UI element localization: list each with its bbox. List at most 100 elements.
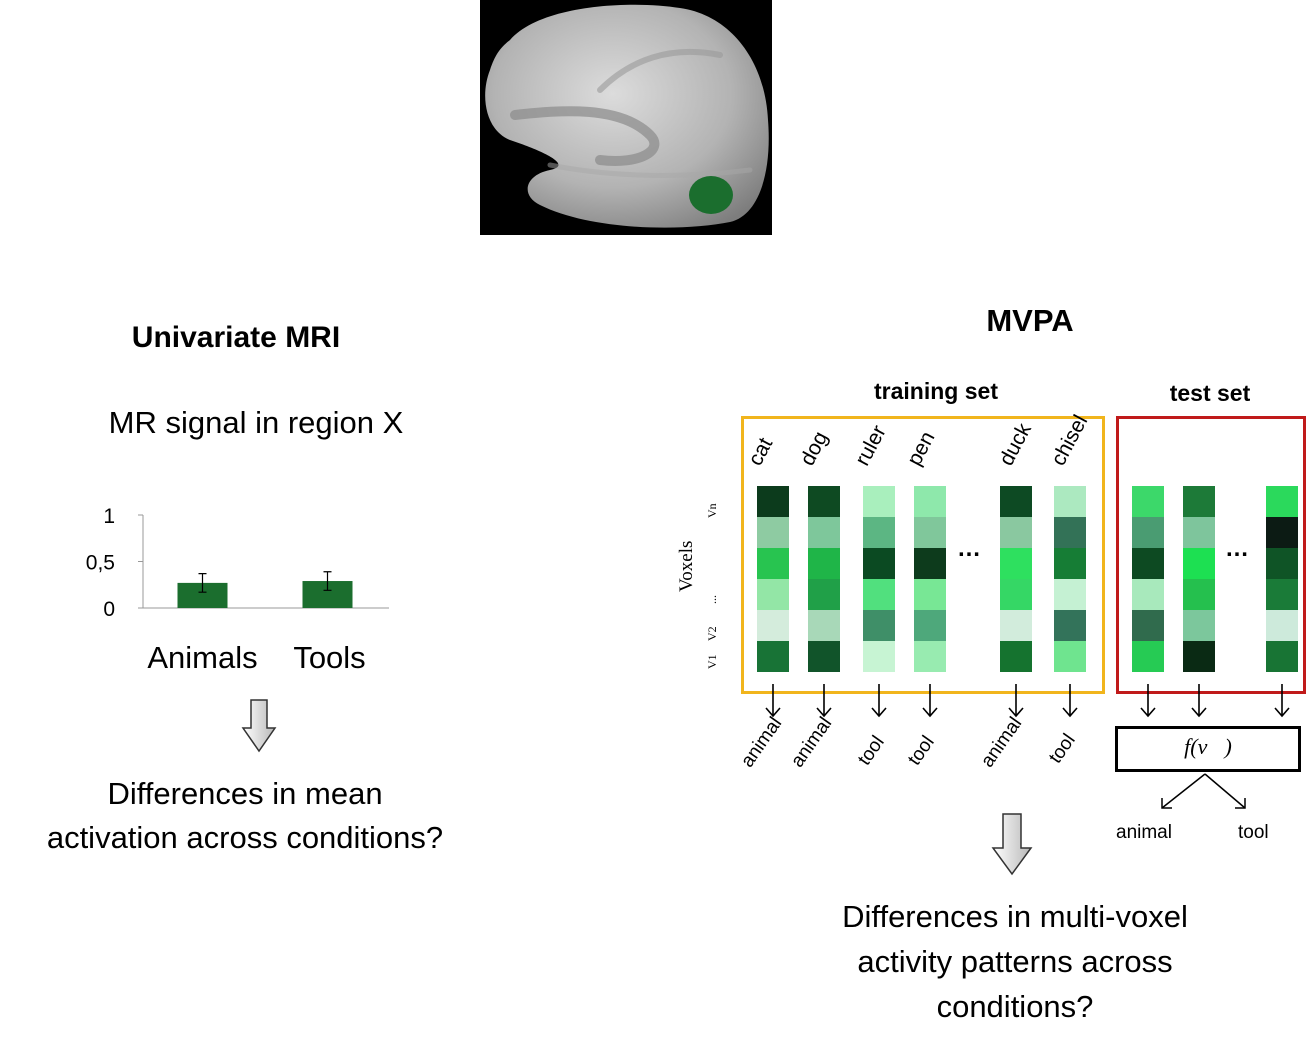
training-voxel-cell	[863, 579, 895, 610]
training-voxel-cell	[808, 610, 840, 641]
training-voxel-cell	[1000, 517, 1032, 548]
training-voxel-cell	[808, 517, 840, 548]
training-voxel-cell	[914, 548, 946, 579]
down-arrow-icon	[1191, 684, 1207, 718]
region-x-highlight	[689, 176, 733, 214]
y-tick-label: 1	[103, 505, 115, 528]
training-voxel-cell	[1000, 548, 1032, 579]
classifier-function-label: f(v⃗)	[1184, 734, 1232, 759]
down-arrow-icon	[1062, 684, 1078, 718]
training-voxel-cell	[863, 610, 895, 641]
training-voxel-cell	[808, 548, 840, 579]
y-tick-label: 0,5	[86, 552, 115, 575]
training-voxel-cell	[1054, 517, 1086, 548]
mvpa-question-line: activity patterns across	[857, 944, 1173, 979]
univariate-question-line: activation across conditions?	[46, 820, 444, 855]
mvpa-question: Differences in multi-voxel activity patt…	[760, 894, 1270, 1029]
training-voxel-cell	[1000, 579, 1032, 610]
training-voxel-cell	[863, 548, 895, 579]
training-voxel-cell	[1000, 486, 1032, 517]
training-voxel-cell	[1054, 486, 1086, 517]
error-bar	[198, 572, 207, 593]
training-voxel-cell	[863, 517, 895, 548]
brain-image	[480, 0, 772, 235]
down-arrow-icon	[241, 699, 277, 753]
univariate-title: Univariate MRI	[131, 321, 341, 354]
train-output-label: tool	[1044, 730, 1080, 768]
test-voxel-cell	[1132, 641, 1164, 672]
training-voxel-cell	[808, 579, 840, 610]
univariate-question: Differences in mean activation across co…	[0, 772, 490, 860]
voxel-label-v2: V2	[705, 626, 719, 641]
down-arrow-icon	[765, 684, 781, 718]
down-arrow-icon	[1140, 684, 1156, 718]
test-voxel-cell	[1266, 548, 1298, 579]
training-voxel-cell	[808, 641, 840, 672]
training-voxel-cell	[863, 641, 895, 672]
test-voxel-cell	[1266, 610, 1298, 641]
test-voxel-cell	[1266, 641, 1298, 672]
test-voxel-cell	[1132, 517, 1164, 548]
training-voxel-cell	[863, 486, 895, 517]
test-voxel-cell	[1132, 579, 1164, 610]
training-voxel-cell	[757, 548, 789, 579]
test-set-box	[1116, 416, 1306, 694]
train-output-label: tool	[853, 732, 889, 770]
training-voxel-cell	[757, 579, 789, 610]
test-voxel-cell	[1183, 548, 1215, 579]
voxel-pattern-grid	[757, 486, 1298, 718]
training-voxel-cell	[1000, 641, 1032, 672]
univariate-subtitle: MR signal in region X	[108, 405, 404, 440]
training-voxel-cell	[1054, 579, 1086, 610]
test-voxel-cell	[1183, 641, 1215, 672]
brain-surface-illustration	[485, 4, 769, 228]
training-set-label: training set	[874, 378, 998, 404]
down-arrow-icon	[871, 684, 887, 718]
test-voxel-cell	[1266, 486, 1298, 517]
y-tick-label: 0	[103, 598, 115, 621]
voxel-label-v1: V1	[705, 654, 719, 669]
training-ellipsis: …	[957, 535, 981, 562]
test-voxel-cell	[1132, 610, 1164, 641]
error-bar	[323, 571, 332, 591]
training-voxel-cell	[1054, 548, 1086, 579]
test-voxel-cell	[1266, 579, 1298, 610]
mvpa-question-line: conditions?	[936, 989, 1094, 1024]
classifier-output-animal: animal	[1116, 822, 1172, 843]
training-voxel-cell	[914, 641, 946, 672]
mvpa-question-line: Differences in multi-voxel	[842, 899, 1188, 934]
test-set-label: test set	[1169, 380, 1251, 406]
test-voxel-cell	[1183, 486, 1215, 517]
down-arrow-icon	[991, 813, 1033, 876]
training-voxel-cell	[914, 486, 946, 517]
test-voxel-cell	[1266, 517, 1298, 548]
down-arrow-icon	[1008, 684, 1024, 718]
training-voxel-cell	[914, 579, 946, 610]
classifier-output-tool: tool	[1238, 822, 1269, 843]
univariate-bar-chart: 1 0,5 0 Animals Tools	[86, 505, 389, 675]
training-voxel-cell	[914, 517, 946, 548]
mvpa-title: MVPA	[986, 303, 1074, 338]
category-label: Tools	[293, 640, 365, 675]
test-voxel-cell	[1132, 486, 1164, 517]
category-label: Animals	[147, 640, 257, 675]
training-voxel-cell	[1054, 610, 1086, 641]
classifier-function-box	[1115, 726, 1301, 772]
classifier-branch-arrows	[1161, 773, 1246, 809]
voxels-axis-label: Voxels	[676, 540, 697, 592]
test-voxel-cell	[1183, 579, 1215, 610]
test-voxel-cell	[1183, 517, 1215, 548]
training-set-box	[741, 416, 1105, 694]
down-arrow-icon	[1274, 684, 1290, 718]
training-voxel-cell	[757, 610, 789, 641]
training-voxel-cell	[808, 486, 840, 517]
down-arrow-icon	[922, 684, 938, 718]
training-voxel-cell	[757, 517, 789, 548]
voxel-label-vn: Vn	[705, 503, 719, 518]
down-arrow-icon	[816, 684, 832, 718]
test-voxel-cell	[1183, 610, 1215, 641]
train-output-label: tool	[903, 732, 939, 770]
test-ellipsis: …	[1225, 535, 1249, 562]
univariate-question-line: Differences in mean	[107, 776, 383, 811]
training-voxel-cell	[757, 486, 789, 517]
